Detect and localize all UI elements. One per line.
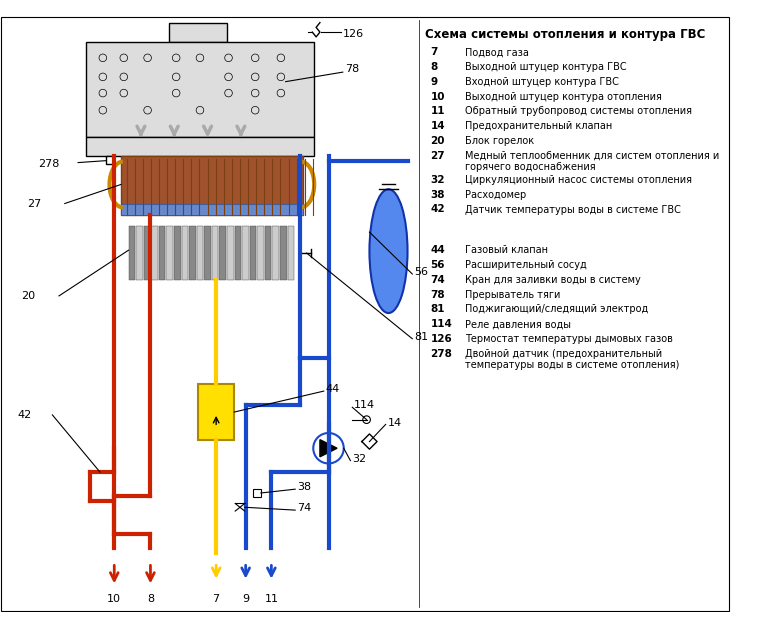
- Text: 7: 7: [213, 594, 220, 604]
- Bar: [287, 226, 294, 280]
- Text: 14: 14: [430, 121, 445, 131]
- Text: Циркуляционный насос системы отопления: Циркуляционный насос системы отопления: [465, 175, 692, 185]
- Bar: [170, 23, 227, 41]
- Bar: [220, 226, 226, 280]
- Text: Медный теплообменник для систем отопления и
горячего водоснабжения: Медный теплообменник для систем отоплени…: [465, 150, 719, 172]
- Text: 10: 10: [430, 92, 445, 102]
- Bar: [144, 226, 151, 280]
- Text: 126: 126: [430, 334, 452, 344]
- Bar: [257, 226, 264, 280]
- Bar: [121, 156, 303, 215]
- Text: 42: 42: [430, 204, 445, 214]
- Bar: [174, 226, 180, 280]
- Bar: [86, 137, 314, 156]
- Bar: [280, 226, 286, 280]
- Text: Газовый клапан: Газовый клапан: [465, 245, 548, 255]
- Text: 14: 14: [388, 418, 402, 428]
- Text: 78: 78: [345, 64, 359, 74]
- Bar: [265, 226, 272, 280]
- Bar: [128, 226, 135, 280]
- Bar: [121, 204, 303, 215]
- Text: 56: 56: [430, 260, 445, 270]
- Bar: [159, 226, 165, 280]
- Text: 38: 38: [297, 482, 311, 492]
- Text: Кран для заливки воды в систему: Кран для заливки воды в систему: [465, 275, 641, 285]
- Text: 42: 42: [17, 410, 31, 420]
- Bar: [106, 156, 114, 164]
- Bar: [167, 226, 173, 280]
- Text: Схема системы отопления и контура ГВС: Схема системы отопления и контура ГВС: [425, 28, 706, 41]
- Bar: [189, 226, 196, 280]
- Text: 278: 278: [38, 159, 59, 169]
- Text: 74: 74: [430, 275, 445, 285]
- Bar: [242, 226, 249, 280]
- Text: 114: 114: [430, 319, 452, 329]
- Text: Выходной штуцер контура отопления: Выходной штуцер контура отопления: [465, 92, 661, 102]
- Text: 8: 8: [147, 594, 154, 604]
- Text: 56: 56: [414, 267, 429, 277]
- Text: Обратный трубопровод системы отопления: Обратный трубопровод системы отопления: [465, 107, 692, 117]
- Text: 20: 20: [430, 136, 445, 146]
- Bar: [250, 226, 257, 280]
- Bar: [86, 41, 314, 137]
- Text: 8: 8: [430, 62, 438, 72]
- Text: 78: 78: [430, 290, 445, 300]
- Text: 278: 278: [430, 349, 452, 359]
- Text: 11: 11: [264, 594, 278, 604]
- Text: 44: 44: [326, 384, 340, 394]
- Text: 27: 27: [27, 199, 41, 209]
- Circle shape: [362, 416, 370, 423]
- Text: 81: 81: [414, 332, 429, 342]
- Text: 9: 9: [242, 594, 250, 604]
- Bar: [227, 226, 233, 280]
- Text: 114: 114: [354, 401, 376, 411]
- Polygon shape: [320, 440, 337, 457]
- Text: Термостат температуры дымовых газов: Термостат температуры дымовых газов: [465, 334, 673, 344]
- Text: 7: 7: [430, 48, 438, 57]
- Text: Выходной штуцер контура ГВС: Выходной штуцер контура ГВС: [465, 62, 626, 72]
- Bar: [136, 226, 143, 280]
- Text: 10: 10: [108, 594, 121, 604]
- Bar: [253, 489, 261, 497]
- Ellipse shape: [369, 189, 408, 313]
- Text: 44: 44: [430, 245, 445, 255]
- Text: 38: 38: [430, 190, 445, 200]
- Bar: [198, 384, 234, 440]
- Text: Блок горелок: Блок горелок: [465, 136, 534, 146]
- Text: 32: 32: [430, 175, 445, 185]
- Bar: [234, 226, 241, 280]
- Text: 126: 126: [343, 29, 364, 40]
- Text: Прерыватель тяги: Прерыватель тяги: [465, 290, 560, 300]
- Text: Входной штуцер контура ГВС: Входной штуцер контура ГВС: [465, 77, 618, 87]
- Text: 9: 9: [430, 77, 438, 87]
- Bar: [197, 226, 204, 280]
- Text: 27: 27: [430, 150, 445, 161]
- Text: Поджигающий/следящий электрод: Поджигающий/следящий электрод: [465, 305, 648, 315]
- Text: Расширительный сосуд: Расширительный сосуд: [465, 260, 587, 270]
- Text: Расходомер: Расходомер: [465, 190, 526, 200]
- Circle shape: [313, 433, 344, 463]
- Bar: [204, 226, 211, 280]
- Bar: [181, 226, 188, 280]
- Text: Датчик температуры воды в системе ГВС: Датчик температуры воды в системе ГВС: [465, 204, 680, 214]
- Bar: [151, 226, 158, 280]
- Text: 20: 20: [21, 291, 35, 301]
- Text: 32: 32: [353, 454, 366, 464]
- Text: 11: 11: [430, 107, 445, 117]
- Text: 74: 74: [297, 503, 311, 514]
- Bar: [212, 226, 218, 280]
- Text: Реле давления воды: Реле давления воды: [465, 319, 571, 329]
- Bar: [273, 226, 279, 280]
- Text: Двойной датчик (предохранительный
температуры воды в системе отопления): Двойной датчик (предохранительный темпер…: [465, 349, 679, 371]
- Text: Предохранительный клапан: Предохранительный клапан: [465, 121, 612, 131]
- Text: 81: 81: [430, 305, 445, 315]
- Text: Подвод газа: Подвод газа: [465, 48, 528, 57]
